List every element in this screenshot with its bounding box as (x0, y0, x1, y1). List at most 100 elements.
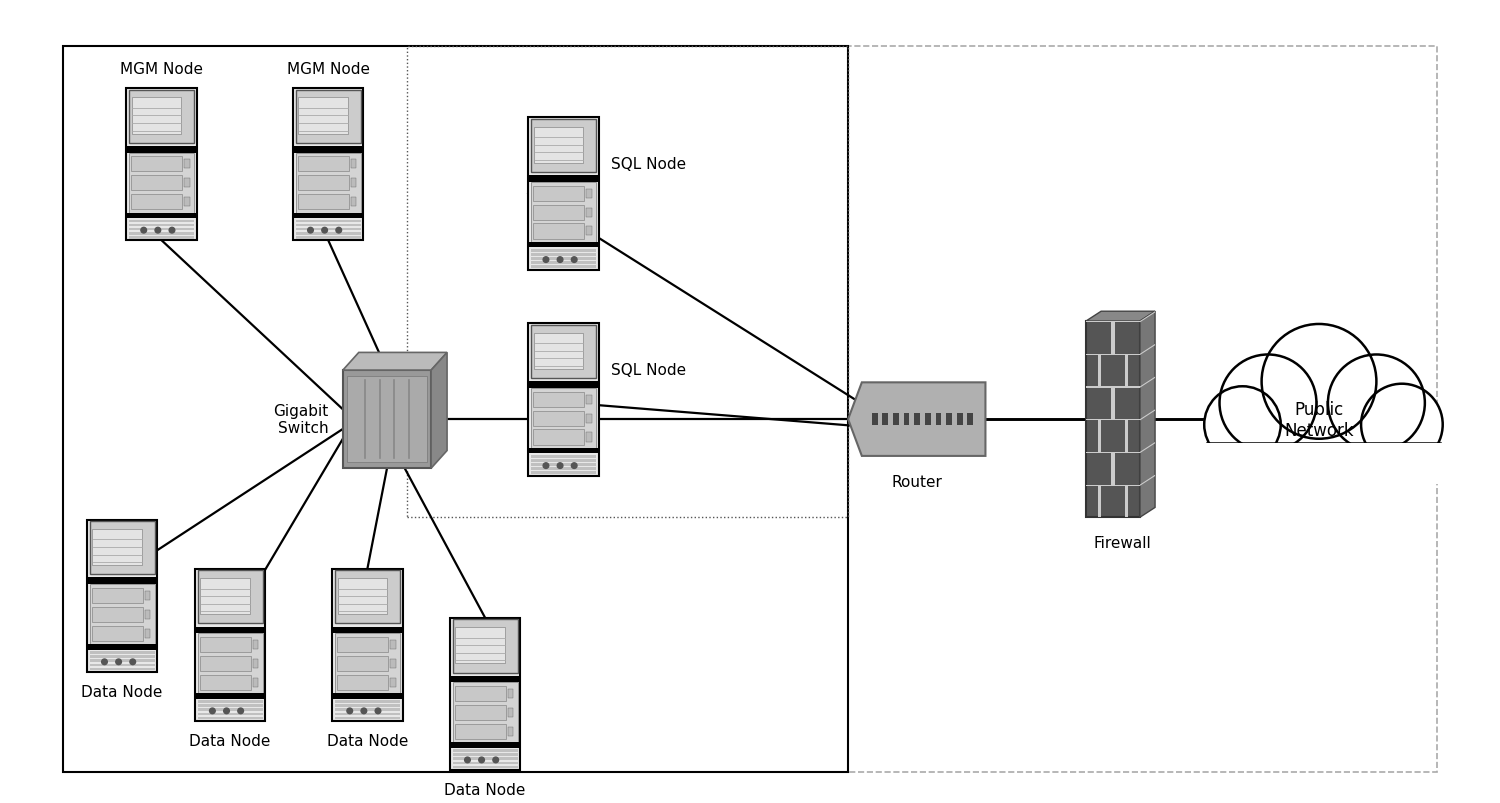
Bar (92, 588, 142, 603)
Bar (531, 258, 596, 260)
Circle shape (346, 708, 352, 714)
Bar (914, 414, 920, 426)
Bar (390, 678, 396, 687)
Bar (296, 91, 360, 144)
Bar (531, 262, 596, 265)
Circle shape (1220, 355, 1317, 452)
Circle shape (322, 228, 327, 234)
Circle shape (224, 708, 230, 714)
Text: Gigabit
Switch: Gigabit Switch (273, 403, 328, 436)
Circle shape (170, 228, 176, 234)
Bar (198, 717, 262, 719)
Polygon shape (1140, 312, 1155, 518)
Bar (957, 414, 963, 426)
Bar (198, 713, 262, 715)
Bar (292, 214, 363, 218)
Bar (90, 522, 154, 575)
Bar (1086, 322, 1140, 518)
Bar (534, 333, 584, 369)
Bar (195, 569, 266, 721)
Bar (184, 179, 189, 188)
Bar (198, 704, 262, 707)
Bar (1112, 454, 1114, 485)
Bar (1112, 323, 1114, 354)
Circle shape (543, 463, 549, 469)
Circle shape (556, 258, 562, 263)
Bar (90, 659, 154, 662)
Polygon shape (1140, 442, 1155, 454)
Bar (130, 176, 182, 191)
Bar (195, 626, 266, 634)
Bar (531, 254, 596, 256)
Circle shape (465, 757, 471, 763)
Bar (296, 229, 360, 231)
Bar (390, 640, 396, 650)
Circle shape (1328, 355, 1425, 452)
Bar (87, 645, 158, 650)
Bar (296, 224, 360, 227)
Bar (531, 250, 596, 252)
Bar (1098, 421, 1101, 452)
Bar (292, 89, 363, 241)
Bar (1086, 452, 1140, 454)
Bar (126, 214, 196, 218)
Text: Data Node: Data Node (444, 781, 526, 797)
Polygon shape (1140, 312, 1155, 323)
Bar (252, 678, 258, 687)
Bar (450, 743, 520, 748)
Bar (200, 675, 250, 690)
Text: SQL Node: SQL Node (610, 157, 686, 171)
Circle shape (478, 757, 484, 763)
Bar (453, 757, 518, 760)
Bar (528, 449, 598, 454)
Bar (132, 98, 182, 134)
Bar (144, 591, 150, 601)
Bar (528, 176, 598, 183)
Bar (332, 569, 402, 721)
Bar (200, 637, 250, 652)
Bar (532, 206, 584, 221)
Text: MGM Node: MGM Node (120, 62, 202, 77)
Bar (296, 233, 360, 235)
Bar (129, 224, 194, 227)
Bar (184, 160, 189, 169)
Bar (1098, 356, 1101, 387)
Bar (144, 629, 150, 638)
Circle shape (1360, 384, 1443, 466)
Bar (296, 237, 360, 239)
Bar (532, 430, 584, 445)
Bar (528, 243, 598, 248)
Bar (344, 371, 430, 469)
Bar (453, 762, 518, 764)
Bar (130, 157, 182, 173)
Bar (531, 467, 596, 471)
Bar (126, 147, 196, 153)
Circle shape (141, 228, 147, 234)
Bar (1086, 420, 1140, 421)
Bar (936, 414, 942, 426)
Bar (332, 694, 402, 699)
Bar (532, 224, 584, 239)
Circle shape (116, 659, 122, 665)
Circle shape (375, 708, 381, 714)
Text: Router: Router (891, 474, 942, 489)
Bar (298, 98, 348, 134)
Bar (454, 705, 506, 720)
Bar (507, 708, 513, 717)
Bar (892, 414, 898, 426)
Bar (348, 377, 426, 463)
Bar (532, 186, 584, 202)
Bar (531, 120, 596, 173)
Bar (130, 194, 182, 210)
Bar (586, 414, 592, 423)
Bar (450, 618, 520, 770)
Text: Data Node: Data Node (327, 732, 408, 748)
Polygon shape (1140, 377, 1155, 388)
Bar (198, 571, 262, 624)
Bar (93, 529, 142, 565)
Bar (586, 433, 592, 442)
Bar (334, 704, 400, 707)
Bar (1125, 487, 1128, 518)
Bar (129, 229, 194, 231)
Circle shape (494, 757, 498, 763)
